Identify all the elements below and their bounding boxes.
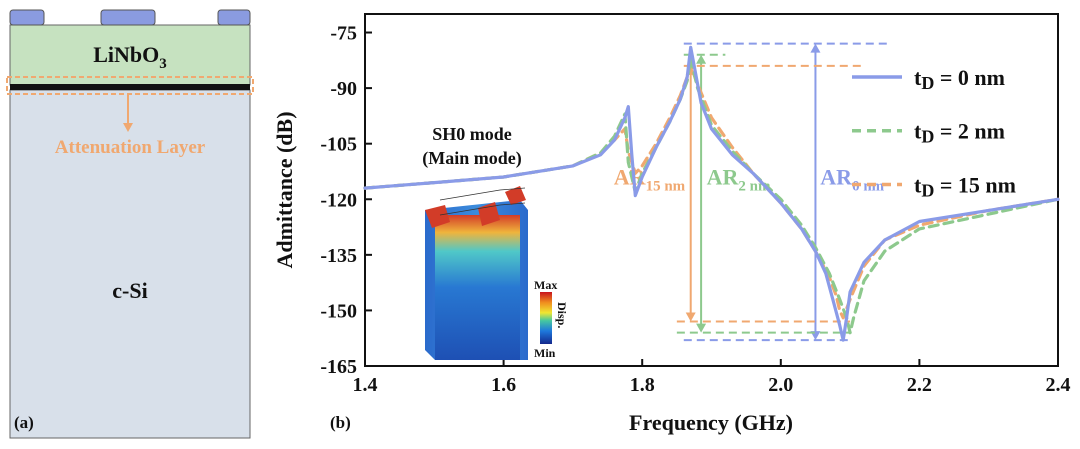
attenuation-arrow-head [123,123,133,132]
inset-front-face [435,215,520,360]
plot-frame [364,13,1059,367]
panel-b-label: (b) [330,413,351,432]
inset-top-left [425,205,450,228]
legend: tD = 0 nm tD = 2 nm tD = 15 nm [852,65,1016,200]
y-tick-label: -105 [320,134,357,156]
legend-label: tD = 15 nm [914,172,1016,200]
y-tick-label: -120 [320,189,357,211]
inset-max-label: Max [534,278,557,292]
panel-b: 1.4 1.6 1.8 2.0 2.2 2.4 -75 -90 -105 -120 -135 -15… [272,13,1071,435]
electrode-3 [217,9,251,26]
ar-label: AR15 nm [614,164,686,194]
ar-arrow-head-bottom [685,312,696,322]
electrode-1 [9,9,45,26]
x-axis: 1.4 1.6 1.8 2.0 2.2 2.4 [353,359,1071,396]
inset-colorbar [540,292,552,344]
ar-arrow-head-top [696,54,707,64]
inset-wireframe-2 [439,202,526,216]
ar-label: AR0 nm [820,164,884,194]
y-tick-label: -135 [320,245,357,267]
x-tick-label: 1.6 [491,374,516,396]
y-tick-label: -165 [320,356,357,378]
legend-label: tD = 0 nm [914,65,1005,93]
y-tick-label: -150 [320,300,357,322]
legend-label: tD = 2 nm [914,119,1005,147]
x-tick-label: 1.8 [630,374,655,396]
inset-disp-label: Disp. [555,302,569,328]
panel-a: LiNbO3 Attenuation Layer c-Si (a) [6,9,254,439]
ar-arrow-head-top [810,43,821,53]
ar-arrow-head-bottom [696,323,707,333]
attenuation-box [6,76,254,95]
y-tick-label: -75 [330,23,357,45]
y-axis-label: Admittance (dB) [272,111,297,268]
linbo3-layer [9,24,251,86]
inset-wireframe [439,187,526,201]
series-line [363,45,1060,342]
mode-annotation-line2: (Main mode) [422,148,521,169]
inset-min-label: Min [534,346,556,360]
panel-a-label: (a) [14,413,34,432]
mode-annotation-line1: SH0 mode [432,124,512,144]
x-tick-label: 2.2 [907,374,932,396]
silicon-label: c-Si [112,278,147,303]
x-tick-label: 1.4 [353,374,378,396]
x-tick-label: 2.0 [768,374,793,396]
inset-mode-shape: Max Min Disp. [425,186,569,360]
linbo3-label: LiNbO3 [93,42,167,72]
y-axis: -75 -90 -105 -120 -135 -150 -165 [320,23,372,378]
y-tick-label: -90 [330,78,357,100]
attenuation-label: Attenuation Layer [55,137,206,158]
curves [363,45,1060,342]
silicon-substrate [9,89,251,439]
x-axis-label: Frequency (GHz) [629,410,793,435]
electrode-2 [100,9,156,26]
x-tick-label: 2.4 [1046,374,1071,396]
inset-top-right [505,186,526,205]
bottom-film [10,84,250,90]
